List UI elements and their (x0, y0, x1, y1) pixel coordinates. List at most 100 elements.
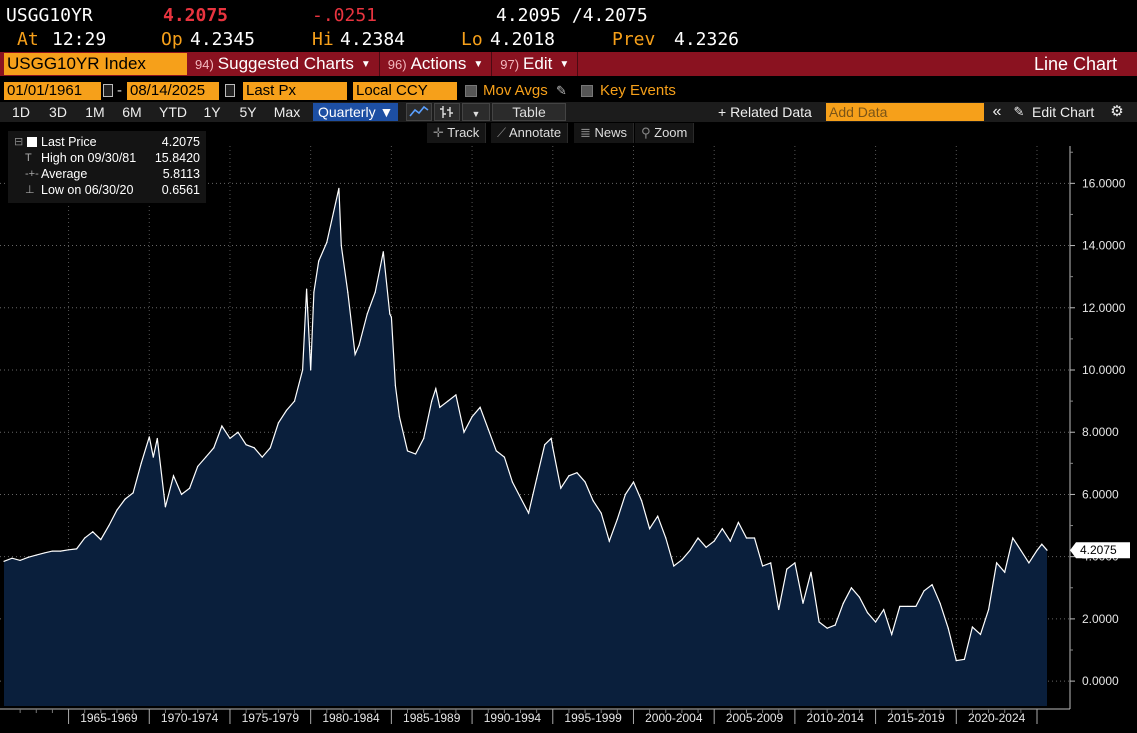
currency-selector[interactable]: Local CCY (353, 82, 457, 100)
data-point (1020, 549, 1022, 552)
period-1y[interactable]: 1Y (203, 104, 221, 120)
data-point (180, 493, 183, 496)
legend-label: Average (41, 167, 88, 181)
data-point (76, 548, 78, 550)
chevron-down-icon: ▼ (360, 58, 371, 70)
data-point (156, 437, 158, 440)
edit-chart-button[interactable]: Edit Chart (1032, 104, 1095, 120)
data-point (713, 540, 715, 542)
x-tick-label: 1975-1979 (242, 711, 300, 725)
data-point (389, 313, 391, 315)
collapse-icon[interactable]: « (992, 103, 1002, 120)
low-label: Lo (461, 28, 483, 50)
data-point (519, 496, 522, 499)
data-point (955, 659, 957, 662)
edit-menu[interactable]: 97) Edit ▼ (492, 52, 579, 76)
end-date-field[interactable]: 08/14/2025 (127, 82, 219, 100)
add-data-input[interactable]: Add Data (826, 103, 984, 121)
data-point (197, 465, 199, 468)
data-point (1036, 549, 1038, 552)
magnifier-icon: ⚲ (641, 125, 655, 140)
legend-value: 15.8420 (154, 151, 200, 165)
data-point (874, 621, 877, 623)
x-tick-label: 1995-1999 (564, 711, 622, 725)
data-point (996, 562, 998, 564)
period-3d[interactable]: 3D (49, 104, 67, 120)
y-tick-label: 2.0000 (1082, 612, 1119, 626)
chart-type-dropdown[interactable]: ▼ (462, 103, 490, 121)
calendar-icon[interactable] (103, 84, 113, 97)
data-point (600, 512, 602, 514)
collapse-box-icon[interactable]: ⊟ (14, 136, 24, 148)
data-point (624, 493, 627, 496)
start-date-field[interactable]: 01/01/1961 (4, 82, 101, 100)
low-value: 4.2018 (490, 28, 556, 50)
data-point (313, 291, 315, 293)
annotate-icon: ⟋ (497, 125, 509, 140)
zoom-label: Zoom (654, 125, 688, 140)
data-point (261, 456, 263, 458)
pencil-icon[interactable]: ✎ (1013, 104, 1025, 119)
data-point (11, 557, 13, 559)
quote-row-1: USGG10YR 4.2075 -.0251 4.2095 /4.2075 (0, 4, 1137, 26)
period-ytd[interactable]: YTD (159, 104, 187, 120)
menu-label: Actions (410, 54, 467, 73)
data-point (673, 565, 675, 567)
data-point (213, 447, 215, 449)
bar-chart-icon[interactable] (434, 103, 460, 121)
suggested-charts-menu[interactable]: 94) Suggested Charts ▼ (187, 52, 380, 76)
data-point (979, 633, 982, 636)
field-selector[interactable]: Last Px (243, 82, 347, 100)
line-chart-icon[interactable] (406, 103, 432, 121)
related-data-button[interactable]: + Related Data (718, 104, 812, 120)
annotate-tool[interactable]: ⟋ Annotate (491, 123, 569, 143)
gear-icon[interactable]: ⚙ (1110, 103, 1124, 120)
chevron-down-icon: ▼ (471, 109, 481, 119)
data-point (285, 409, 288, 412)
data-point (536, 478, 538, 480)
data-point (382, 251, 384, 253)
y-tick-label: 6.0000 (1082, 487, 1119, 501)
key-events-checkbox[interactable] (581, 85, 593, 97)
data-point (697, 537, 699, 539)
data-point (842, 602, 844, 604)
security-field[interactable]: USGG10YR Index (4, 53, 187, 75)
period-6m[interactable]: 6M (122, 104, 142, 120)
period-1m[interactable]: 1M (85, 104, 105, 120)
data-point (447, 400, 449, 402)
period-5y[interactable]: 5Y (239, 104, 257, 120)
data-point (140, 462, 142, 464)
data-point (1028, 562, 1030, 564)
data-point (318, 260, 320, 262)
price-chart[interactable]: 0.00002.00004.00006.00008.000010.000012.… (0, 146, 1137, 733)
track-tool[interactable]: ✛ Track (427, 123, 487, 143)
data-point (568, 475, 570, 477)
data-point (310, 369, 312, 371)
menu-number: 97) (500, 56, 520, 72)
data-point (794, 562, 796, 564)
data-point (1012, 537, 1014, 539)
data-point (550, 437, 552, 440)
data-point (108, 524, 110, 527)
data-point (253, 447, 255, 449)
pencil-icon[interactable]: ✎ (556, 83, 567, 98)
price-area (4, 188, 1047, 707)
data-point (608, 540, 610, 542)
data-point (576, 472, 578, 474)
frequency-dropdown[interactable]: Quarterly ▼ (313, 103, 399, 121)
data-point (439, 406, 441, 408)
chart-toolbar: ✛ Track ⟋ Annotate ≣ News ⚲ Zoom (0, 123, 1137, 143)
high-label: Hi (312, 28, 334, 50)
data-point (834, 624, 836, 626)
period-max[interactable]: Max (273, 104, 301, 120)
actions-menu[interactable]: 96) Actions ▼ (380, 52, 493, 76)
data-point (19, 559, 21, 561)
zoom-tool[interactable]: ⚲ Zoom (635, 123, 695, 143)
period-1d[interactable]: 1D (12, 104, 30, 120)
data-point (511, 481, 514, 483)
calendar-icon[interactable] (225, 84, 235, 97)
table-button[interactable]: Table (492, 103, 566, 121)
news-tool[interactable]: ≣ News (574, 123, 635, 143)
mov-avgs-checkbox[interactable] (465, 85, 477, 97)
data-point (632, 481, 635, 483)
